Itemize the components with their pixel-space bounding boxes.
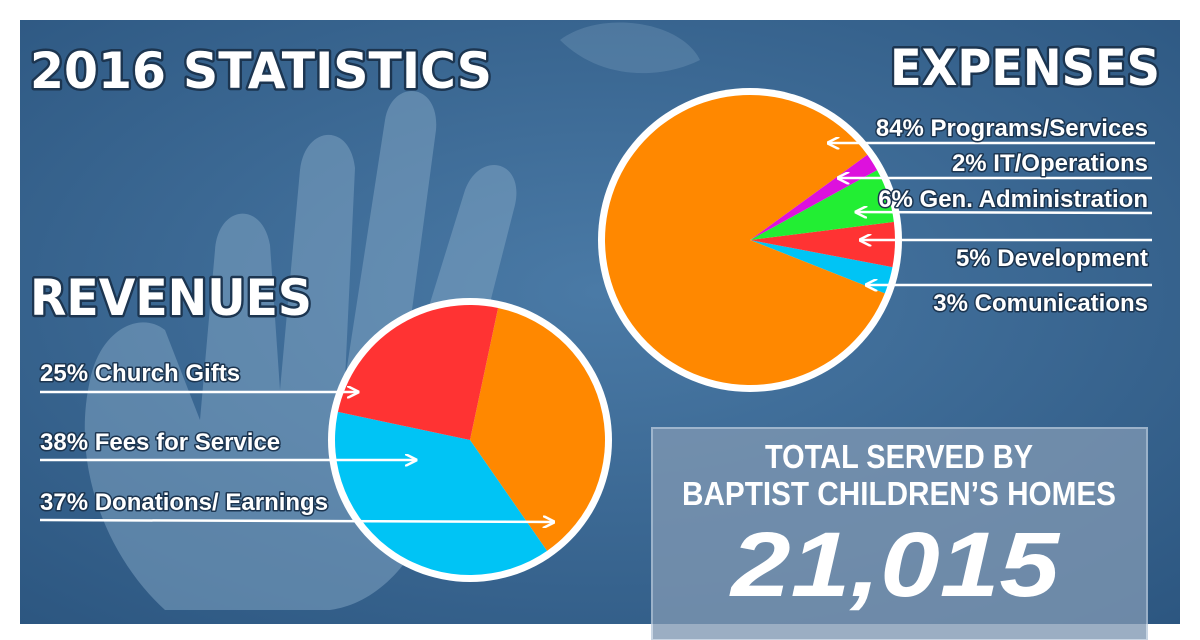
page-title: 2016 STATISTICS: [30, 42, 492, 100]
revenues-arrows: [39, 392, 554, 522]
revenues-slice-2: [470, 307, 605, 551]
expenses-slice-3: [750, 221, 895, 268]
expenses-label-3: 5% Development: [956, 245, 1148, 272]
expenses-arrow-2: [856, 212, 1153, 213]
revenues-label-1: 38% Fees for Service: [40, 429, 280, 456]
expenses-label-0: 84% Programs/Services: [876, 115, 1148, 142]
revenues-chart: REVENUES 25% Church Gifts 38% Fees for Se…: [28, 267, 612, 582]
revenues-slice-0: [337, 305, 499, 440]
revenues-label-0: 25% Church Gifts: [40, 360, 240, 387]
revenues-labels: 25% Church Gifts 38% Fees for Service 37% …: [39, 359, 330, 518]
revenues-chart-title: REVENUES: [30, 269, 312, 327]
expenses-pie: [604, 94, 895, 385]
total-label-line2: BAPTIST CHILDREN’S HOMES: [682, 475, 1116, 512]
expenses-slice-2: [750, 170, 894, 240]
expenses-arrows: [828, 143, 1155, 285]
revenues-slice-1: [334, 411, 548, 575]
revenues-arrow-2: [39, 520, 554, 522]
revenues-label-2: 37% Donations/ Earnings: [40, 489, 328, 516]
expenses-slice-4: [750, 240, 893, 294]
total-label-line1: TOTAL SERVED BY: [765, 438, 1033, 475]
expenses-label-1: 2% IT/Operations: [952, 150, 1148, 177]
total-served-box: TOTAL SERVED BY BAPTIST CHILDREN’S HOMES…: [651, 427, 1148, 640]
total-served-value: 21,015: [729, 514, 1061, 616]
expenses-slice-0: [604, 94, 885, 385]
expenses-chart: EXPENSES 84% Programs/Services 2% IT/Oper…: [598, 37, 1163, 392]
expenses-chart-title: EXPENSES: [890, 39, 1160, 97]
total-box-background: [651, 427, 1148, 640]
revenues-pie: [334, 305, 605, 575]
expenses-label-2: 6% Gen. Administration: [878, 186, 1148, 213]
expenses-label-4: 3% Comunications: [933, 290, 1148, 317]
expenses-labels: 84% Programs/Services 2% IT/Operations 6% …: [874, 114, 1149, 319]
